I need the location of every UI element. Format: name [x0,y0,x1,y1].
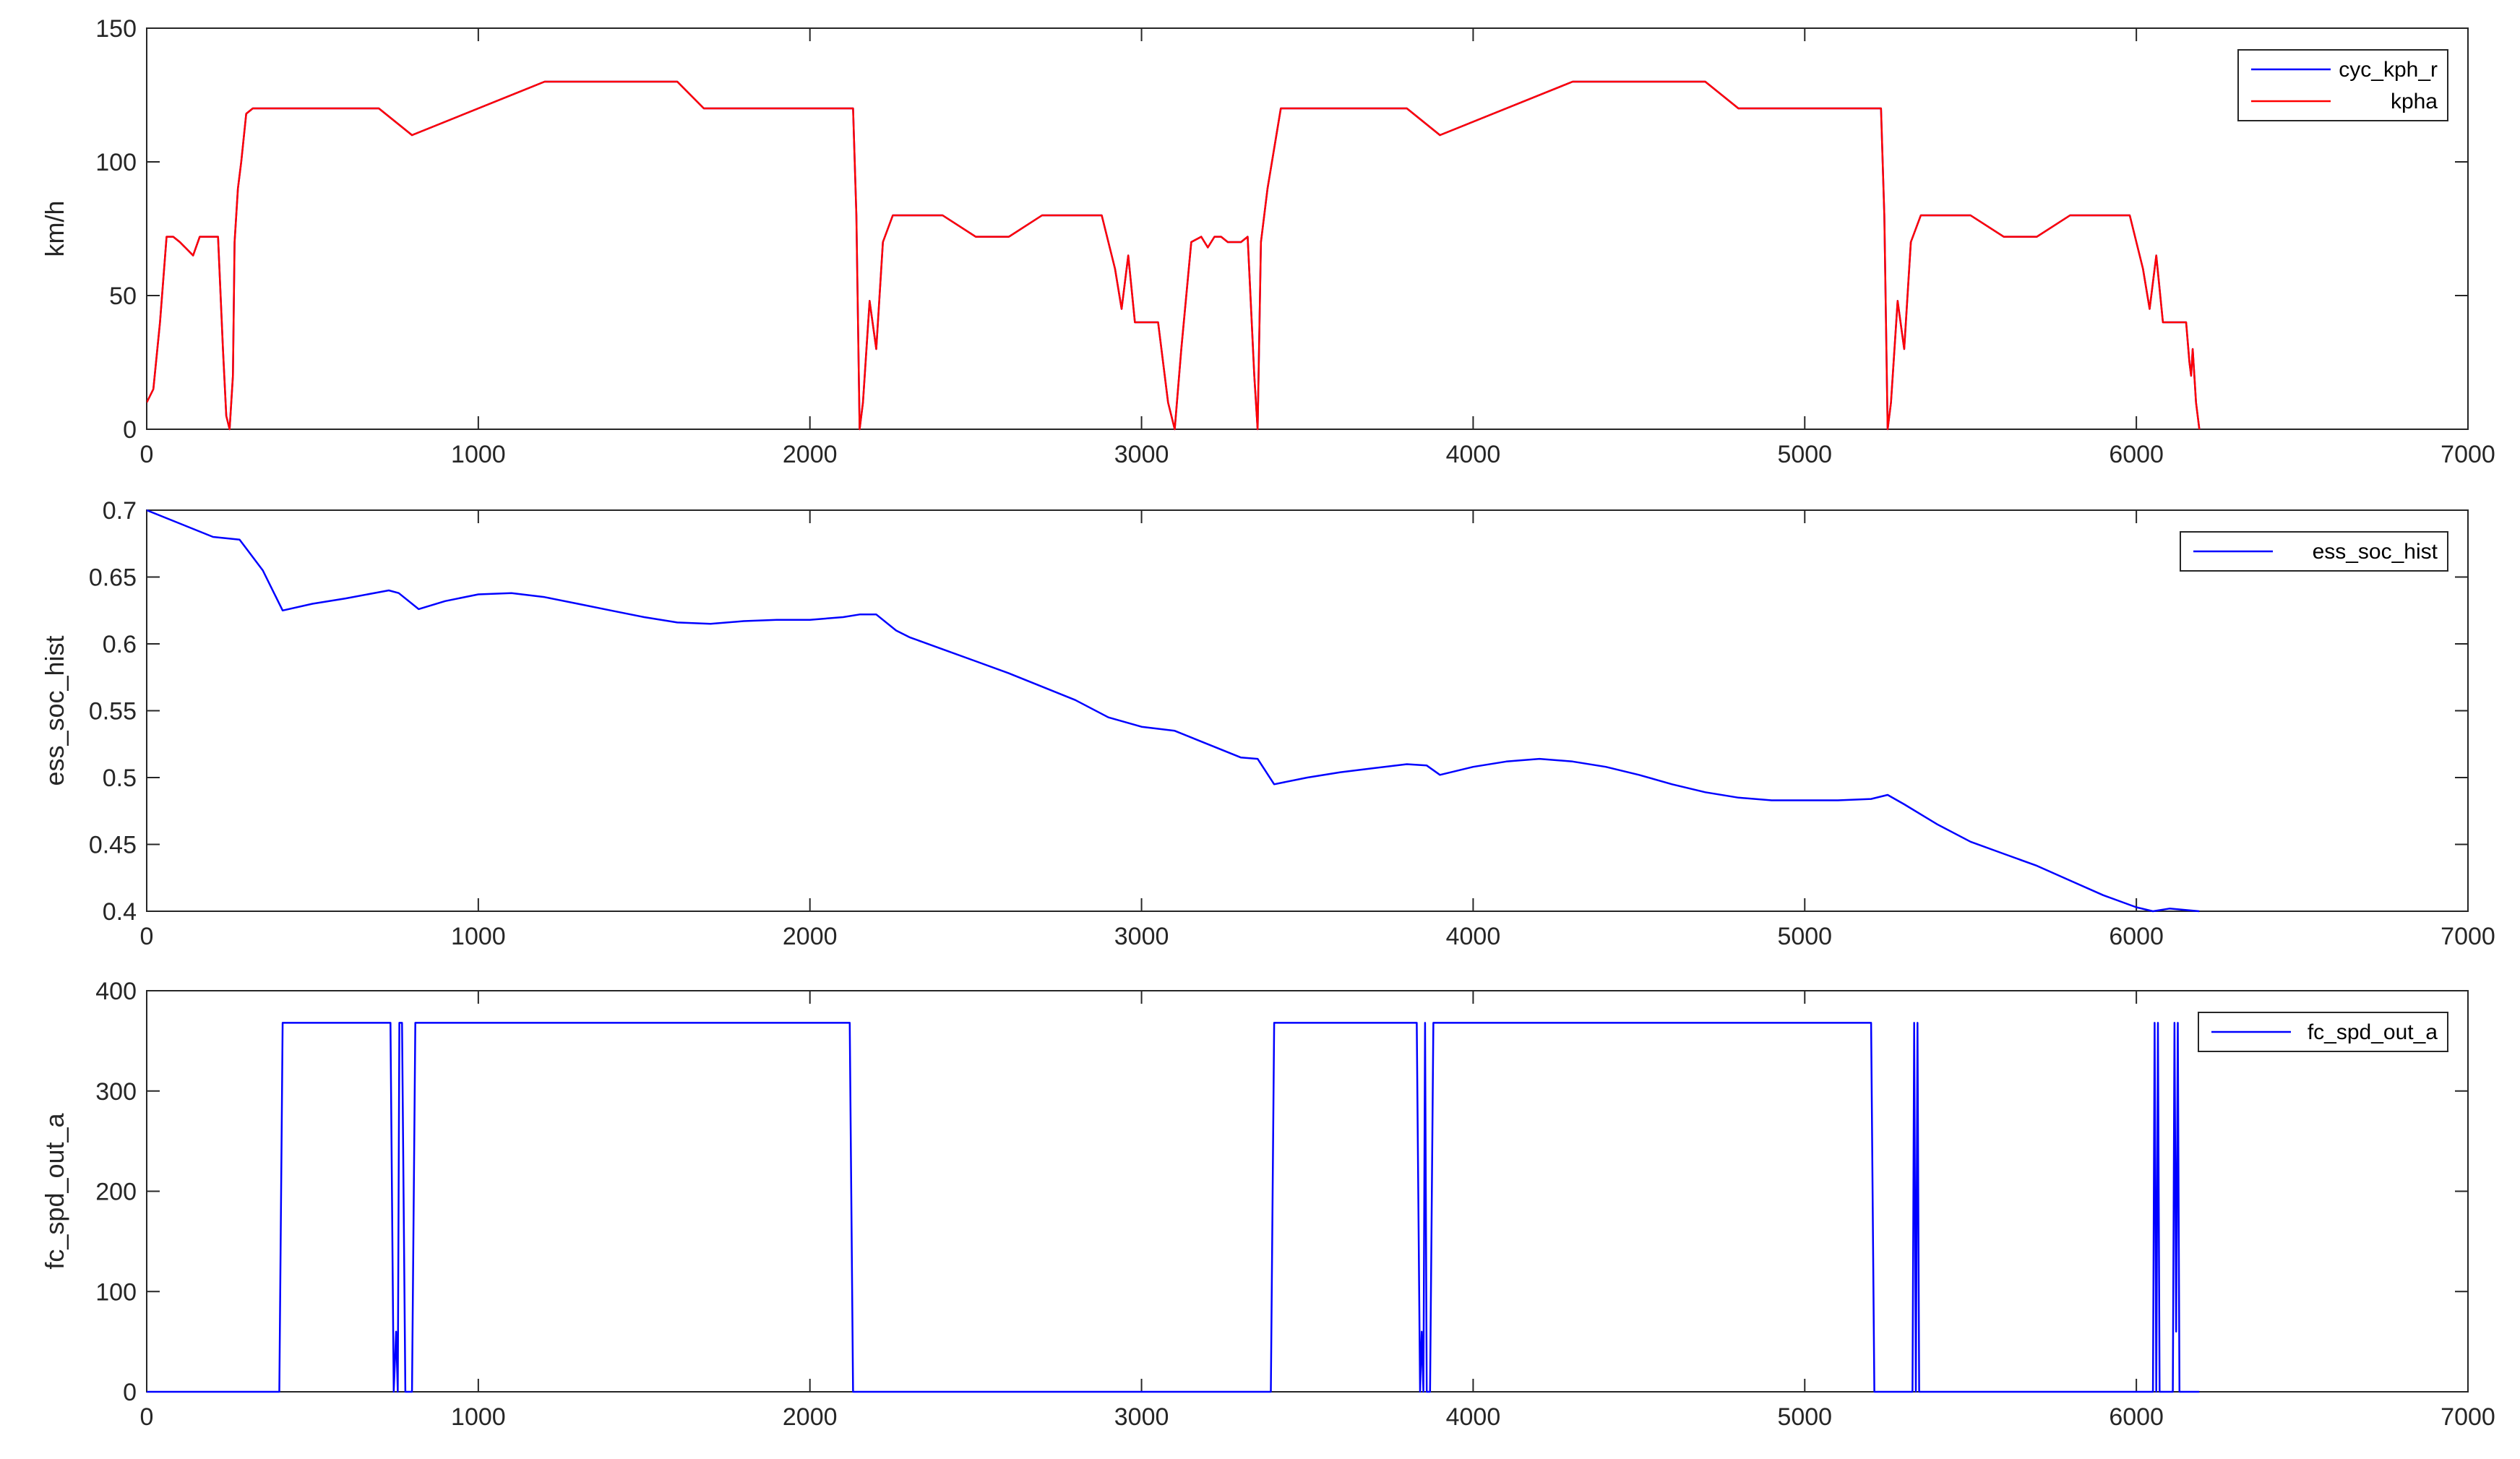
x-tick-label: 0 [140,441,154,468]
y-tick-label: 400 [95,978,137,1005]
y-tick-label: 50 [109,283,137,310]
y-axis-label: km/h [40,200,69,257]
subplot-2: 0 1000 2000 3000 4000 5000 6000 7000 0.4 0.45 0.5 0… [40,497,2495,950]
x-tick-label: 1000 [451,441,506,468]
x-tick-label: 5000 [1777,441,1832,468]
y-tick-label: 100 [95,149,137,176]
legend: fc_spd_out_a [2198,1012,2448,1052]
x-tick-label: 0 [140,923,154,950]
y-axis-label: fc_spd_out_a [40,1112,69,1269]
x-tick-label: 4000 [1446,441,1501,468]
y-tick-label: 0.4 [103,898,137,926]
x-tick-label: 6000 [2109,441,2164,468]
x-tick-label: 7000 [2441,441,2495,468]
x-tick-label: 3000 [1114,1403,1169,1431]
legend-label-fc_spd_out_a: fc_spd_out_a [2308,1020,2438,1044]
series-line-kpha [147,80,2201,431]
x-tick-label: 2000 [783,923,838,950]
legend-label-cyc_kph_r: cyc_kph_r [2339,58,2438,82]
x-tick-label: 3000 [1114,441,1169,468]
subplot-1: 0 1000 2000 3000 4000 5000 6000 7000 0 50 100 150 km… [40,15,2495,468]
legend-label-ess_soc_hist: ess_soc_hist [2313,540,2438,564]
axes-box [146,27,2469,430]
x-tick-label: 1000 [451,923,506,950]
x-tick-label: 4000 [1446,1403,1501,1431]
y-tick-label: 0.55 [89,698,137,726]
y-tick-label: 0 [123,1379,137,1406]
y-tick-label: 150 [95,15,137,43]
y-tick-label: 100 [95,1278,137,1306]
y-tick-label: 0 [123,416,137,444]
legend: ess_soc_hist [2180,531,2448,572]
legend-label-kpha: kpha [2391,90,2438,113]
legend-box [2237,49,2448,121]
y-tick-label: 0.45 [89,832,137,859]
axes-box [146,990,2469,1393]
y-tick-label: 0.7 [103,497,137,525]
x-tick-label: 7000 [2441,923,2495,950]
y-tick-label: 0.5 [103,765,137,792]
y-axis-label: ess_soc_hist [40,635,69,786]
y-tick-label: 0.6 [103,631,137,658]
axes-box [146,509,2469,912]
x-tick-label: 6000 [2109,923,2164,950]
x-tick-label: 5000 [1777,923,1832,950]
x-tick-label: 2000 [783,441,838,468]
series-line-ess_soc_hist [147,509,2200,913]
y-tick-label: 200 [95,1179,137,1206]
x-tick-label: 2000 [783,1403,838,1431]
y-tick-label: 0.65 [89,564,137,592]
x-tick-label: 6000 [2109,1403,2164,1431]
panels: 0 1000 2000 3000 4000 5000 6000 7000050100150km… [40,15,2495,1431]
series-line-fc_spd_out_a [147,1022,2200,1393]
x-tick-label: 7000 [2441,1403,2495,1431]
x-tick-label: 3000 [1114,923,1169,950]
x-tick-label: 0 [140,1403,154,1431]
y-tick-label: 300 [95,1078,137,1106]
x-tick-label: 5000 [1777,1403,1832,1431]
subplot-3: 0 1000 2000 3000 4000 5000 6000 7000 0 100 200 300 4… [40,978,2495,1431]
x-tick-label: 4000 [1446,923,1501,950]
x-tick-label: 1000 [451,1403,506,1431]
